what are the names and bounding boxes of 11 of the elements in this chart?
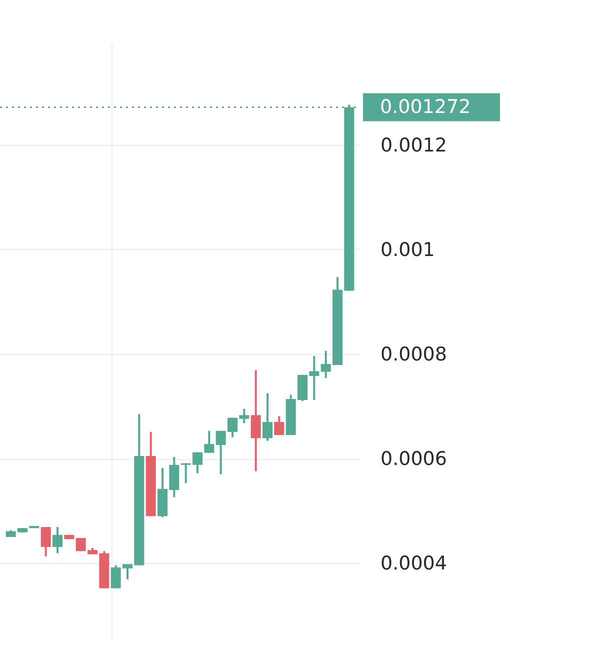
y-tick-label: 0.0006 bbox=[380, 448, 447, 470]
candlestick bbox=[40, 526, 51, 558]
y-tick-label: 0.0004 bbox=[380, 552, 447, 575]
y-tick-label: 0.001 bbox=[380, 238, 435, 261]
candlestick bbox=[52, 526, 62, 554]
candlestick bbox=[274, 415, 284, 436]
y-tick-label: 0.0012 bbox=[380, 134, 447, 156]
y-tick-label: 0.0008 bbox=[380, 344, 447, 366]
candlestick bbox=[262, 392, 272, 442]
candlestick bbox=[250, 369, 261, 472]
ref-line-label: 0.001272 bbox=[380, 96, 471, 118]
